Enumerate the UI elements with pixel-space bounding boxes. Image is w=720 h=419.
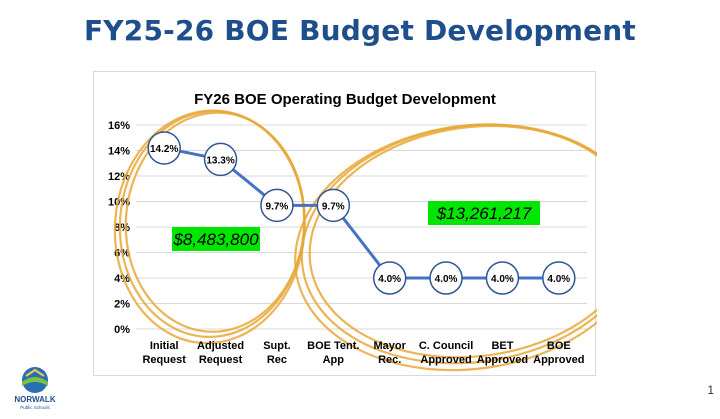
x-category-label: Request — [199, 354, 243, 366]
x-category-label: C. Council — [419, 340, 473, 352]
x-category-label: Rec — [267, 354, 287, 366]
slide-title: FY25-26 BOE Budget Development — [83, 14, 637, 47]
data-point — [316, 188, 351, 223]
chart-frame: 0% 2% 4% 6% 8% 10% 12% 14% 16% 14.2% 13.3% 9.7% 9.7… — [93, 71, 597, 376]
data-label: 4.0% — [491, 274, 514, 285]
annotation-amount: $13,261,217 — [436, 204, 532, 223]
y-tick-label: 2% — [114, 299, 130, 311]
x-category-label: Rec. — [378, 354, 401, 366]
x-category-label: Adjusted — [197, 340, 244, 352]
x-category-label: Mayor — [373, 340, 406, 352]
x-category-label: BOE — [547, 340, 571, 352]
annotation-box — [172, 227, 260, 251]
data-label: 9.7% — [322, 201, 345, 212]
x-category-label: Initial — [150, 340, 179, 352]
y-tick-label: 10% — [108, 197, 130, 209]
data-point — [147, 131, 181, 165]
annotation-box — [428, 201, 540, 225]
data-label: 9.7% — [266, 201, 289, 212]
x-category-label: Approved — [477, 354, 528, 366]
norwalk-logo: NORWALK Public Schools — [12, 364, 58, 414]
chart-title: FY26 BOE Operating Budget Development — [194, 91, 496, 108]
logo-subtitle: Public Schools — [20, 405, 50, 410]
data-label: 4.0% — [378, 274, 401, 285]
y-tick-label: 14% — [108, 146, 130, 158]
budget-line-chart: 0%2%4%6%8%10%12%14%16% 14.2%13.3%9.7% 9.7… — [108, 91, 597, 372]
y-tick-label: 4% — [114, 273, 130, 285]
x-category-label: BOE Tent. — [307, 340, 359, 352]
annotation-amount: $8,483,800 — [172, 230, 259, 249]
x-category-label: Supt. — [263, 340, 291, 352]
x-category-label: Request — [142, 354, 186, 366]
data-point — [203, 142, 238, 177]
y-tick-label: 8% — [114, 222, 130, 234]
y-tick-label: 0% — [114, 324, 130, 336]
page-number: 1 — [707, 383, 714, 397]
x-category-label: BET — [491, 340, 513, 352]
data-label: 13.3% — [206, 155, 234, 166]
highlight-ellipse-right — [294, 123, 597, 372]
data-label: 14.2% — [150, 144, 178, 155]
x-category-label: Approved — [420, 354, 471, 366]
x-category-label: App — [323, 354, 345, 366]
x-category-label: Approved — [533, 354, 584, 366]
data-label: 4.0% — [547, 274, 570, 285]
data-point — [429, 261, 463, 295]
data-point — [260, 188, 294, 223]
data-point — [372, 261, 407, 295]
data-point — [542, 261, 576, 295]
data-point — [485, 261, 520, 295]
data-label: 4.0% — [435, 274, 458, 285]
logo-name: NORWALK — [14, 395, 55, 404]
y-tick-label: 16% — [108, 120, 130, 132]
